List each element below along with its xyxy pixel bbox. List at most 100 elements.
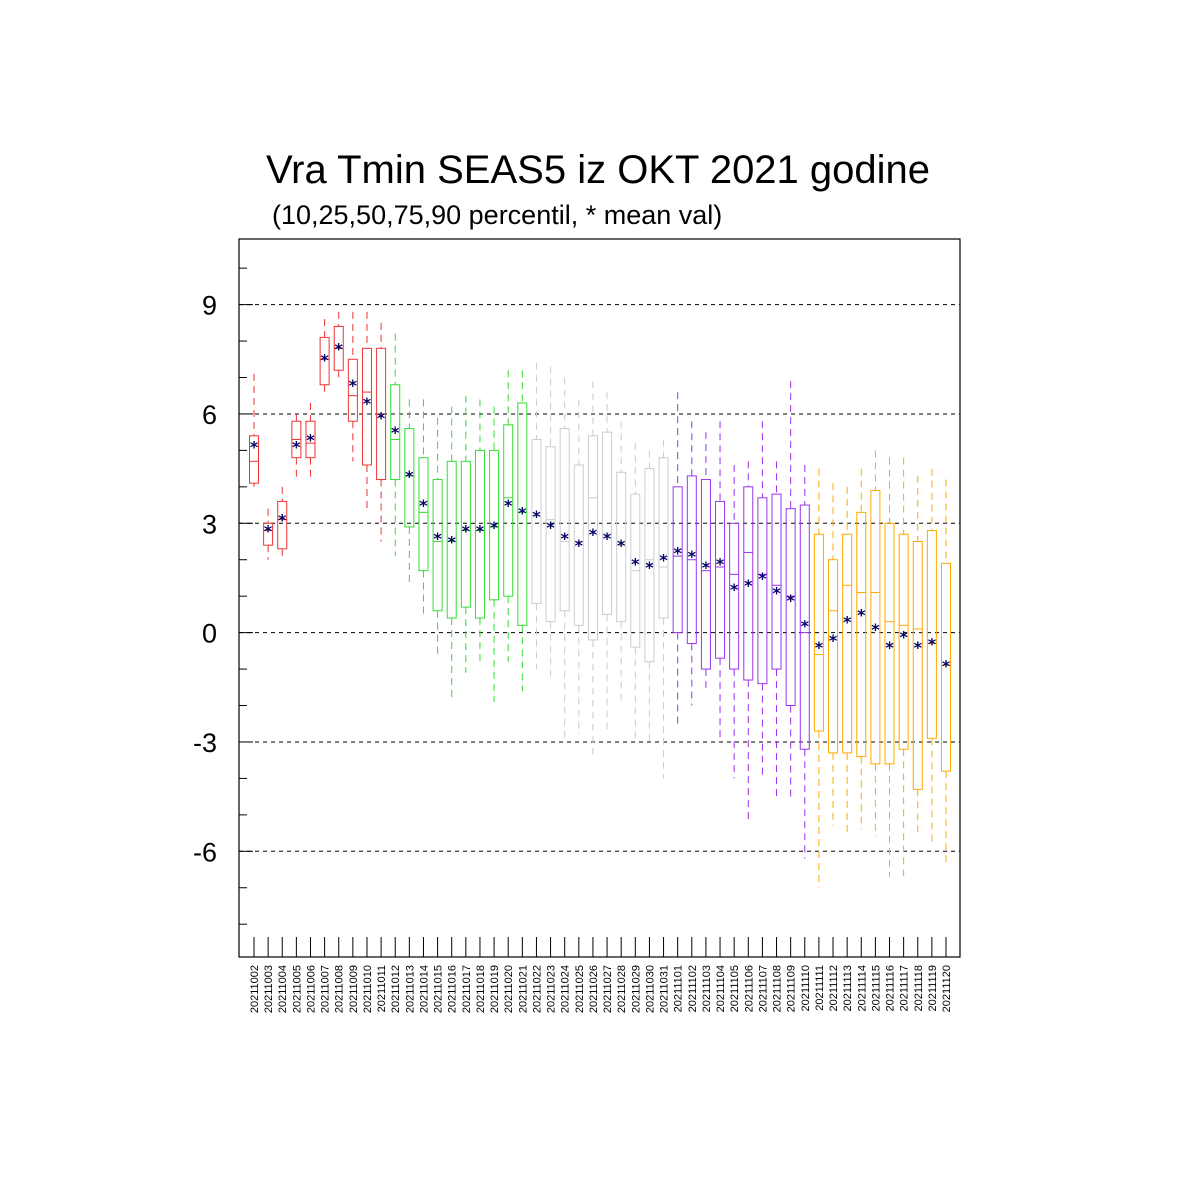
mean-marker: * xyxy=(730,580,739,599)
x-tick-label: 20211002 xyxy=(249,965,261,1013)
box-20211016 xyxy=(446,406,457,702)
mean-marker: * xyxy=(857,605,866,624)
x-tick-label: 20211005 xyxy=(291,965,303,1013)
iqr-box xyxy=(870,489,881,765)
box-20211005 xyxy=(291,413,302,480)
box-20211101 xyxy=(672,392,683,724)
iqr-box xyxy=(277,500,288,550)
box-20211110 xyxy=(799,464,810,859)
x-tick-label: 20211118 xyxy=(913,965,925,1012)
box-20211102 xyxy=(686,421,697,706)
box-20211025 xyxy=(573,399,584,735)
plot-frame xyxy=(238,238,961,958)
x-tick-label: 20211028 xyxy=(616,965,628,1013)
x-tick-label: 20211013 xyxy=(404,965,416,1013)
x-tick-label: 20211016 xyxy=(447,965,459,1013)
box-20211003 xyxy=(263,508,274,560)
iqr-box xyxy=(263,522,274,546)
box-20211009 xyxy=(347,311,358,462)
x-tick-label: 20211015 xyxy=(433,965,445,1013)
y-tick-label: 9 xyxy=(202,291,217,321)
x-tick-label: 20211115 xyxy=(870,965,882,1012)
mean-marker: * xyxy=(772,584,781,603)
iqr-box xyxy=(418,457,429,572)
box-20211006 xyxy=(305,403,316,480)
x-tick-label: 20211007 xyxy=(320,965,332,1013)
iqr-box xyxy=(587,435,598,641)
chart-subtitle: (10,25,50,75,90 percentil, * mean val) xyxy=(272,200,723,230)
box-20211018 xyxy=(474,399,485,662)
iqr-box xyxy=(828,559,839,754)
mean-marker: * xyxy=(532,507,541,526)
y-ticks: -6 -3 0 3 6 9 xyxy=(193,291,253,867)
iqr-box xyxy=(573,464,584,626)
box-20211019 xyxy=(489,406,500,702)
box-20211027 xyxy=(602,392,613,732)
x-tick-label: 20211030 xyxy=(644,965,656,1013)
mean-marker: * xyxy=(871,620,880,639)
x-tick-label: 20211104 xyxy=(715,965,727,1012)
box-20211105 xyxy=(729,464,740,779)
mean-marker: * xyxy=(744,576,753,595)
boxes xyxy=(249,311,951,888)
box-20211015 xyxy=(432,417,443,655)
box-20211106 xyxy=(743,461,754,823)
box-20211021 xyxy=(517,370,528,691)
iqr-box xyxy=(771,493,782,670)
mean-marker: * xyxy=(462,522,471,541)
box-20211118 xyxy=(912,475,923,834)
x-tick-label: 20211106 xyxy=(743,965,755,1012)
iqr-box xyxy=(743,486,754,681)
iqr-box xyxy=(545,446,556,623)
x-tick-label: 20211120 xyxy=(941,965,953,1012)
mean-marker: * xyxy=(659,551,668,570)
mean-marker: * xyxy=(758,569,767,588)
box-20211117 xyxy=(898,457,909,877)
box-20211103 xyxy=(700,432,711,691)
box-20211013 xyxy=(404,399,415,586)
mean-marker: * xyxy=(673,543,682,562)
mean-marker: * xyxy=(504,496,513,515)
iqr-box xyxy=(361,347,372,466)
mean-marker: * xyxy=(476,522,485,541)
mean-marker: * xyxy=(914,638,923,657)
x-tick-label: 20211117 xyxy=(899,965,911,1012)
iqr-box xyxy=(489,449,500,601)
mean-marker: * xyxy=(349,376,358,395)
x-tick-label: 20211108 xyxy=(772,965,784,1012)
iqr-box xyxy=(460,460,471,608)
mean-marker: * xyxy=(405,467,414,486)
x-tick-label: 20211014 xyxy=(418,965,430,1013)
iqr-box xyxy=(672,486,683,634)
box-20211029 xyxy=(630,443,641,742)
x-tick-label: 20211029 xyxy=(630,965,642,1013)
box-20211010 xyxy=(361,311,372,509)
mean-marker: * xyxy=(490,518,499,537)
iqr-box xyxy=(616,471,627,623)
x-tick-label: 20211109 xyxy=(786,965,798,1012)
iqr-box xyxy=(856,511,867,758)
box-20211017 xyxy=(460,395,471,673)
box-20211004 xyxy=(277,486,288,557)
iqr-box xyxy=(347,358,358,422)
box-20211109 xyxy=(785,381,796,801)
box-20211023 xyxy=(545,366,556,677)
iqr-box xyxy=(757,497,768,685)
mean-marker: * xyxy=(391,423,400,442)
box-20211104 xyxy=(715,421,726,742)
mean-marker: * xyxy=(335,339,344,358)
y-tick-label: -3 xyxy=(193,728,217,758)
x-tick-label: 20211113 xyxy=(842,965,854,1012)
x-tick-label: 20211114 xyxy=(856,965,868,1012)
box-20211031 xyxy=(658,439,669,779)
mean-marker: * xyxy=(448,533,457,552)
iqr-box xyxy=(799,504,810,750)
x-tick-label: 20211019 xyxy=(489,965,501,1013)
x-tick-label: 20211103 xyxy=(701,965,713,1012)
iqr-box xyxy=(912,541,923,790)
mean-marker: * xyxy=(942,656,951,675)
mean-marker: * xyxy=(631,554,640,573)
iqr-box xyxy=(700,479,711,670)
mean-marker: * xyxy=(815,638,824,657)
